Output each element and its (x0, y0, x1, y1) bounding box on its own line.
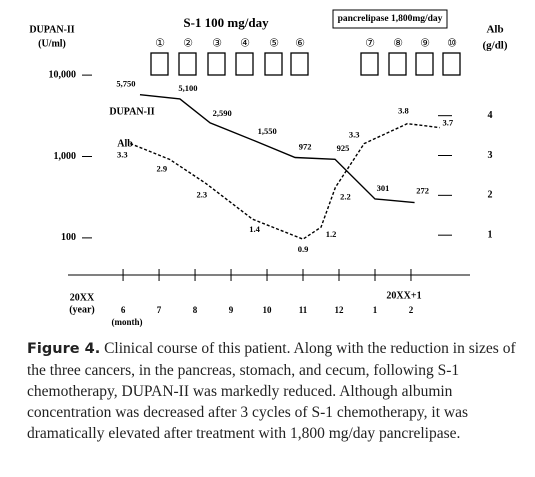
series-line (130, 122, 440, 240)
x-year: 20XX (70, 292, 95, 303)
y2-tick-label: 3 (488, 150, 493, 161)
y-axis-title: DUPAN-II (29, 24, 74, 35)
cycle-number: ① (155, 38, 165, 50)
cycle-box (442, 52, 461, 76)
cycle-number: ③ (212, 38, 222, 50)
data-label: 301 (377, 183, 390, 193)
y2-tick-label: 2 (488, 190, 493, 201)
cycle-number: ⑥ (295, 38, 305, 50)
x-tick-label: 1 (373, 305, 378, 315)
data-label: 2,590 (213, 108, 232, 118)
x-tick-label: 7 (157, 305, 162, 315)
data-label: 3.8 (398, 106, 409, 116)
data-label: 3.3 (117, 150, 128, 160)
x-tick-label: 6 (121, 305, 126, 315)
x-axis-title: (month) (112, 317, 143, 327)
cycle-number: ⑩ (447, 38, 457, 50)
cycle-number: ⑦ (365, 38, 375, 50)
cycle-box (360, 52, 379, 76)
data-label: 3.7 (442, 118, 453, 128)
data-label: 5,750 (116, 79, 135, 89)
cycle-box (207, 52, 226, 76)
data-label: 5,100 (178, 83, 197, 93)
cycle-box (290, 52, 309, 76)
cycle-box (388, 52, 407, 76)
x-tick-label: 8 (193, 305, 198, 315)
annotation-box (332, 9, 448, 29)
caption: Figure 4. Clinical course of this patien… (27, 338, 519, 444)
data-label: 2.2 (340, 191, 351, 201)
data-label: 2.3 (197, 189, 208, 199)
cycle-box (178, 52, 197, 76)
data-label: 3.3 (349, 130, 360, 140)
series-name: DUPAN-II (109, 106, 154, 117)
cycle-box (150, 52, 169, 76)
y-tick-label: 10,000 (49, 69, 77, 80)
cycle-number: ⑧ (393, 38, 403, 50)
data-label: 1,550 (258, 126, 277, 136)
cycle-number: ⑨ (420, 38, 430, 50)
x-tick-label: 2 (409, 305, 414, 315)
data-label: 1.4 (249, 224, 260, 234)
chart: DUPAN-II (U/ml) Alb (g/dl) S-1 100 mg/da… (29, 9, 508, 327)
series-name: Alb (117, 138, 133, 149)
data-label: 272 (416, 185, 429, 195)
y2-tick-label: 1 (488, 229, 493, 240)
data-label: 972 (299, 141, 312, 151)
x-tick-label: 11 (299, 305, 308, 315)
cycle-number: ④ (240, 38, 250, 50)
series-line (139, 93, 415, 204)
cycle-box (415, 52, 434, 76)
cycle-box (264, 52, 283, 76)
caption-text: Clinical course of this patient. Along w… (27, 340, 516, 442)
annotation: pancrelipase 1,800mg/day (338, 14, 443, 24)
cycle-number: ② (183, 38, 193, 50)
y2-tick-label: 4 (488, 110, 493, 121)
caption-label: Figure 4. (27, 341, 101, 357)
data-label: 925 (337, 143, 350, 153)
data-label: 0.9 (298, 244, 309, 254)
y2-axis-title: Alb (486, 24, 503, 36)
x-year: 20XX+1 (386, 290, 421, 301)
data-label: 2.9 (157, 163, 168, 173)
x-tick-label: 12 (334, 305, 344, 315)
y2-axis-title: (g/dl) (482, 40, 507, 52)
y-tick-label: 100 (61, 232, 76, 243)
x-tick-label: 9 (229, 305, 234, 315)
y-axis-title: (U/ml) (38, 38, 66, 49)
annotation: S-1 100 mg/day (183, 15, 269, 30)
cycle-box (235, 52, 254, 76)
data-label: 1.2 (326, 229, 337, 239)
x-tick-label: 10 (263, 305, 273, 315)
cycle-number: ⑤ (269, 38, 279, 50)
y-tick-label: 1,000 (54, 151, 77, 162)
x-year: (year) (69, 304, 95, 315)
